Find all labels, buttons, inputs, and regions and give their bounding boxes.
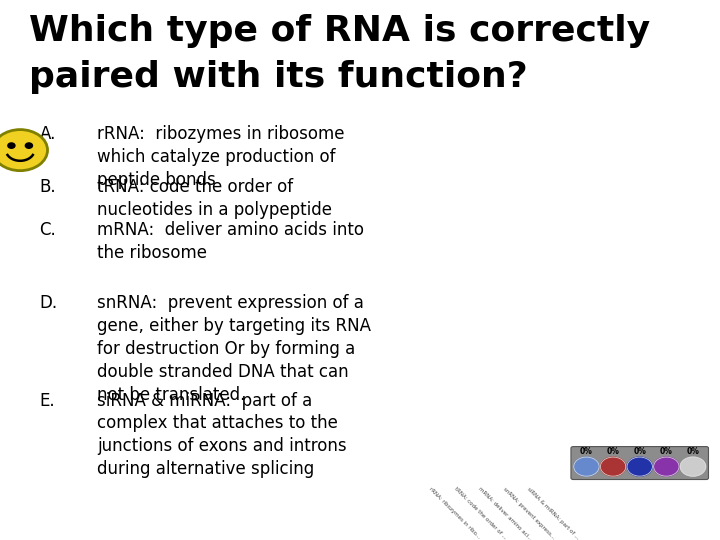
Text: snRNA:  prevent expression of a
gene, either by targeting its RNA
for destructio: snRNA: prevent expression of a gene, eit… xyxy=(97,294,372,404)
Text: siRNA & miRNA: part of ...: siRNA & miRNA: part of ... xyxy=(526,486,580,540)
Text: 0%: 0% xyxy=(660,447,672,456)
Text: mRNA: deliver amino aci...: mRNA: deliver amino aci... xyxy=(477,486,533,540)
Text: rRNA: ribozymes in ribo...: rRNA: ribozymes in ribo... xyxy=(428,486,482,539)
Text: tRNA: code the order of ...: tRNA: code the order of ... xyxy=(453,486,507,540)
Text: C.: C. xyxy=(40,221,56,239)
Text: rRNA:  ribozymes in ribosome
which catalyze production of
peptide bonds: rRNA: ribozymes in ribosome which cataly… xyxy=(97,125,345,189)
Circle shape xyxy=(0,130,48,171)
Text: Which type of RNA is correctly: Which type of RNA is correctly xyxy=(29,14,650,48)
Text: B.: B. xyxy=(40,178,56,196)
Circle shape xyxy=(8,143,15,148)
Circle shape xyxy=(680,457,706,476)
Text: paired with its function?: paired with its function? xyxy=(29,60,528,94)
Circle shape xyxy=(654,457,679,476)
FancyBboxPatch shape xyxy=(571,447,708,480)
Circle shape xyxy=(600,457,626,476)
Text: 0%: 0% xyxy=(634,447,646,456)
Text: tRNA: code the order of
nucleotides in a polypeptide: tRNA: code the order of nucleotides in a… xyxy=(97,178,332,219)
Text: siRNA & miRNA:  part of a
complex that attaches to the
junctions of exons and in: siRNA & miRNA: part of a complex that at… xyxy=(97,392,347,478)
Text: D.: D. xyxy=(40,294,58,312)
Text: snRNA: prevent express...: snRNA: prevent express... xyxy=(502,486,556,540)
Text: E.: E. xyxy=(40,392,55,409)
Text: 0%: 0% xyxy=(580,447,593,456)
Circle shape xyxy=(574,457,599,476)
Text: 0%: 0% xyxy=(607,447,619,456)
Text: mRNA:  deliver amino acids into
the ribosome: mRNA: deliver amino acids into the ribos… xyxy=(97,221,364,262)
Circle shape xyxy=(627,457,652,476)
Text: 0%: 0% xyxy=(687,447,699,456)
Circle shape xyxy=(25,143,32,148)
Text: A.: A. xyxy=(40,125,56,143)
